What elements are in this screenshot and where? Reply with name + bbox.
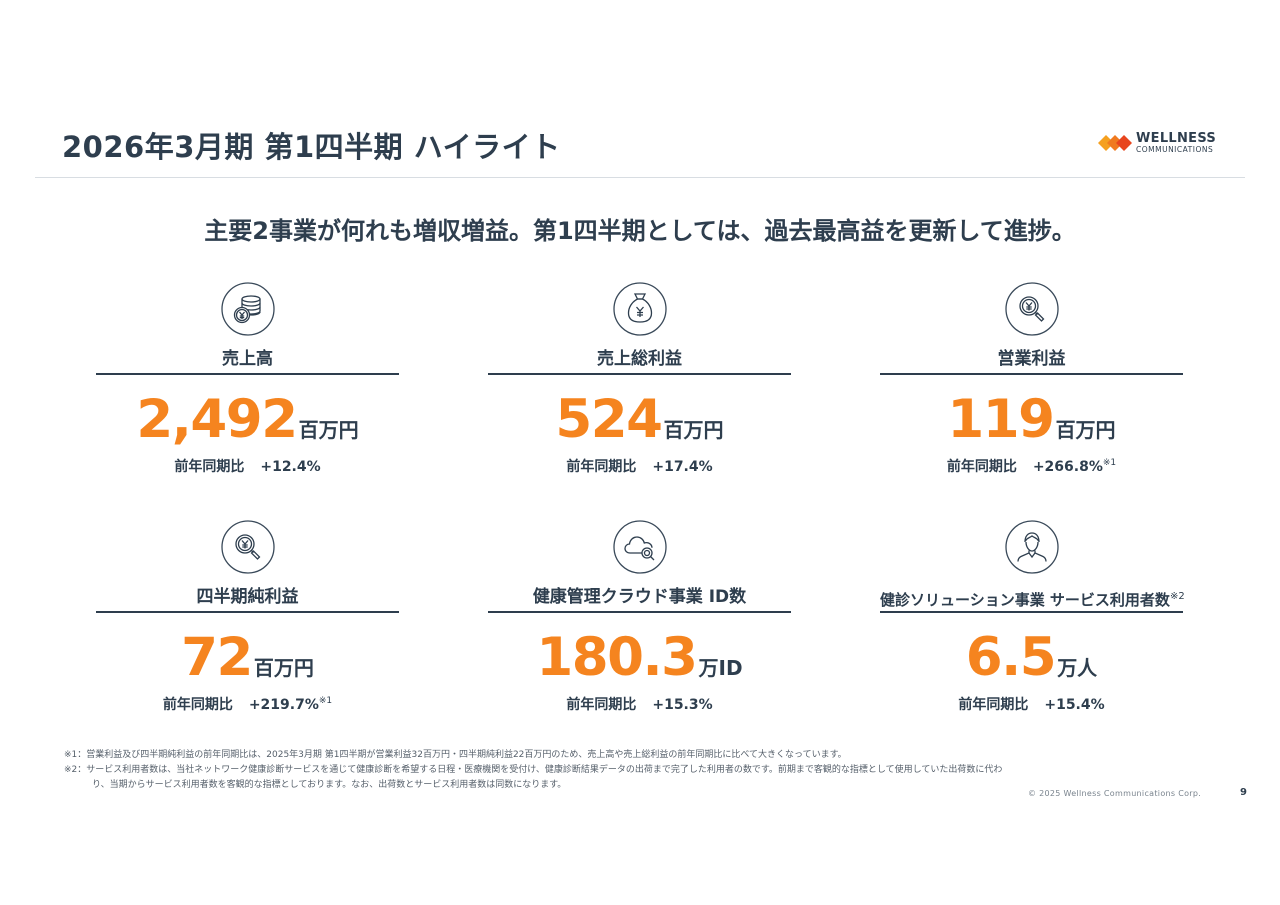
footnote-marker: ※2 bbox=[1169, 591, 1185, 602]
kpi-card-net-income: 四半期純利益 72 百万円 前年同期比 +219.7%※1 bbox=[96, 520, 399, 714]
page-title: 2026年3月期 第1四半期 ハイライト bbox=[62, 130, 561, 164]
kpi-value: 524 bbox=[555, 389, 663, 450]
kpi-underline bbox=[488, 611, 791, 613]
yoy-label: 前年同期比 bbox=[174, 459, 245, 475]
yoy-label: 前年同期比 bbox=[566, 459, 637, 475]
magnifier-yen-icon bbox=[1004, 282, 1059, 336]
yoy-value: +15.4% bbox=[1044, 697, 1105, 713]
kpi-underline bbox=[880, 373, 1183, 375]
yoy-value: +219.7% bbox=[248, 697, 319, 713]
kpi-value: 72 bbox=[181, 627, 253, 688]
yoy-label: 前年同期比 bbox=[958, 697, 1029, 713]
magnifier-yen-icon bbox=[220, 520, 275, 574]
kpi-unit: 百万円 bbox=[298, 418, 359, 442]
kpi-underline bbox=[880, 611, 1183, 613]
kpi-unit: 万人 bbox=[1057, 656, 1098, 680]
kpi-card-gross-profit: 売上総利益 524 百万円 前年同期比 +17.4% bbox=[488, 282, 791, 476]
kpi-label: 四半期純利益 bbox=[196, 587, 299, 607]
kpi-label: 健康管理クラウド事業 ID数 bbox=[532, 587, 747, 607]
kpi-card-cloud-ids: 健康管理クラウド事業 ID数 180.3 万ID 前年同期比 +15.3% bbox=[488, 520, 791, 714]
kpi-card-service-users: 健診ソリューション事業 サービス利用者数※2 6.5 万人 前年同期比 +15.4… bbox=[880, 520, 1185, 714]
yoy-value: +266.8% bbox=[1032, 459, 1103, 475]
kpi-label: 営業利益 bbox=[997, 349, 1066, 369]
kpi-card-sales: 売上高 2,492 百万円 前年同期比 +12.4% bbox=[96, 282, 399, 476]
kpi-value: 119 bbox=[947, 389, 1055, 450]
kpi-value: 180.3 bbox=[536, 627, 698, 688]
logo-line2: COMMUNICATIONS bbox=[1136, 145, 1214, 155]
yoy-value: +17.4% bbox=[652, 459, 713, 475]
footnote-marker: ※1 bbox=[318, 696, 333, 706]
footnote-1: ※1：営業利益及び四半期純利益の前年同期比は、2025年3月期 第1四半期が営業… bbox=[64, 750, 847, 760]
kpi-value: 2,492 bbox=[136, 389, 298, 450]
page-number: 9 bbox=[1240, 787, 1247, 798]
yoy-label: 前年同期比 bbox=[946, 459, 1017, 475]
copyright: © 2025 Wellness Communications Corp. bbox=[1028, 789, 1202, 798]
money-bag-yen-icon bbox=[612, 282, 667, 336]
footnote-2-continued: り、当期からサービス利用者数を客観的な指標としております。なお、出荷数とサービス… bbox=[92, 780, 567, 790]
logo-line1: WELLNESS bbox=[1136, 131, 1217, 147]
headline: 主要2事業が何れも増収増益。第1四半期としては、過去最高益を更新して進捗。 bbox=[204, 217, 1076, 245]
footnote-marker: ※1 bbox=[1102, 458, 1117, 468]
kpi-unit: 百万円 bbox=[253, 656, 314, 680]
kpi-label: 売上総利益 bbox=[597, 349, 682, 369]
kpi-unit: 万ID bbox=[698, 656, 743, 680]
kpi-card-operating-profit: 営業利益 119 百万円 前年同期比 +266.8%※1 bbox=[880, 282, 1183, 476]
kpi-unit: 百万円 bbox=[1055, 418, 1116, 442]
yoy-value: +12.4% bbox=[260, 459, 321, 475]
kpi-underline bbox=[488, 373, 791, 375]
kpi-label: 健診ソリューション事業 サービス利用者数※2 bbox=[880, 585, 1185, 609]
kpi-label-text: 健診ソリューション事業 サービス利用者数 bbox=[880, 591, 1170, 609]
logo-mark-icon bbox=[1098, 135, 1132, 151]
footnotes: ※1：営業利益及び四半期純利益の前年同期比は、2025年3月期 第1四半期が営業… bbox=[64, 748, 1224, 793]
yoy-value: +15.3% bbox=[652, 697, 713, 713]
header-divider bbox=[35, 177, 1245, 178]
yoy-label: 前年同期比 bbox=[162, 697, 233, 713]
coin-stack-yen-icon bbox=[220, 282, 275, 336]
kpi-underline bbox=[96, 373, 399, 375]
kpi-label: 売上高 bbox=[222, 349, 273, 369]
yoy-label: 前年同期比 bbox=[566, 697, 637, 713]
footnote-2: ※2：サービス利用者数は、当社ネットワーク健康診断サービスを通じて健康診断を希望… bbox=[64, 765, 1003, 775]
kpi-unit: 百万円 bbox=[663, 418, 724, 442]
cloud-search-icon bbox=[612, 520, 667, 574]
person-icon bbox=[1004, 520, 1059, 574]
kpi-underline bbox=[96, 611, 399, 613]
company-logo: WELLNESS COMMUNICATIONS bbox=[1098, 131, 1216, 155]
kpi-value: 6.5 bbox=[965, 627, 1057, 688]
